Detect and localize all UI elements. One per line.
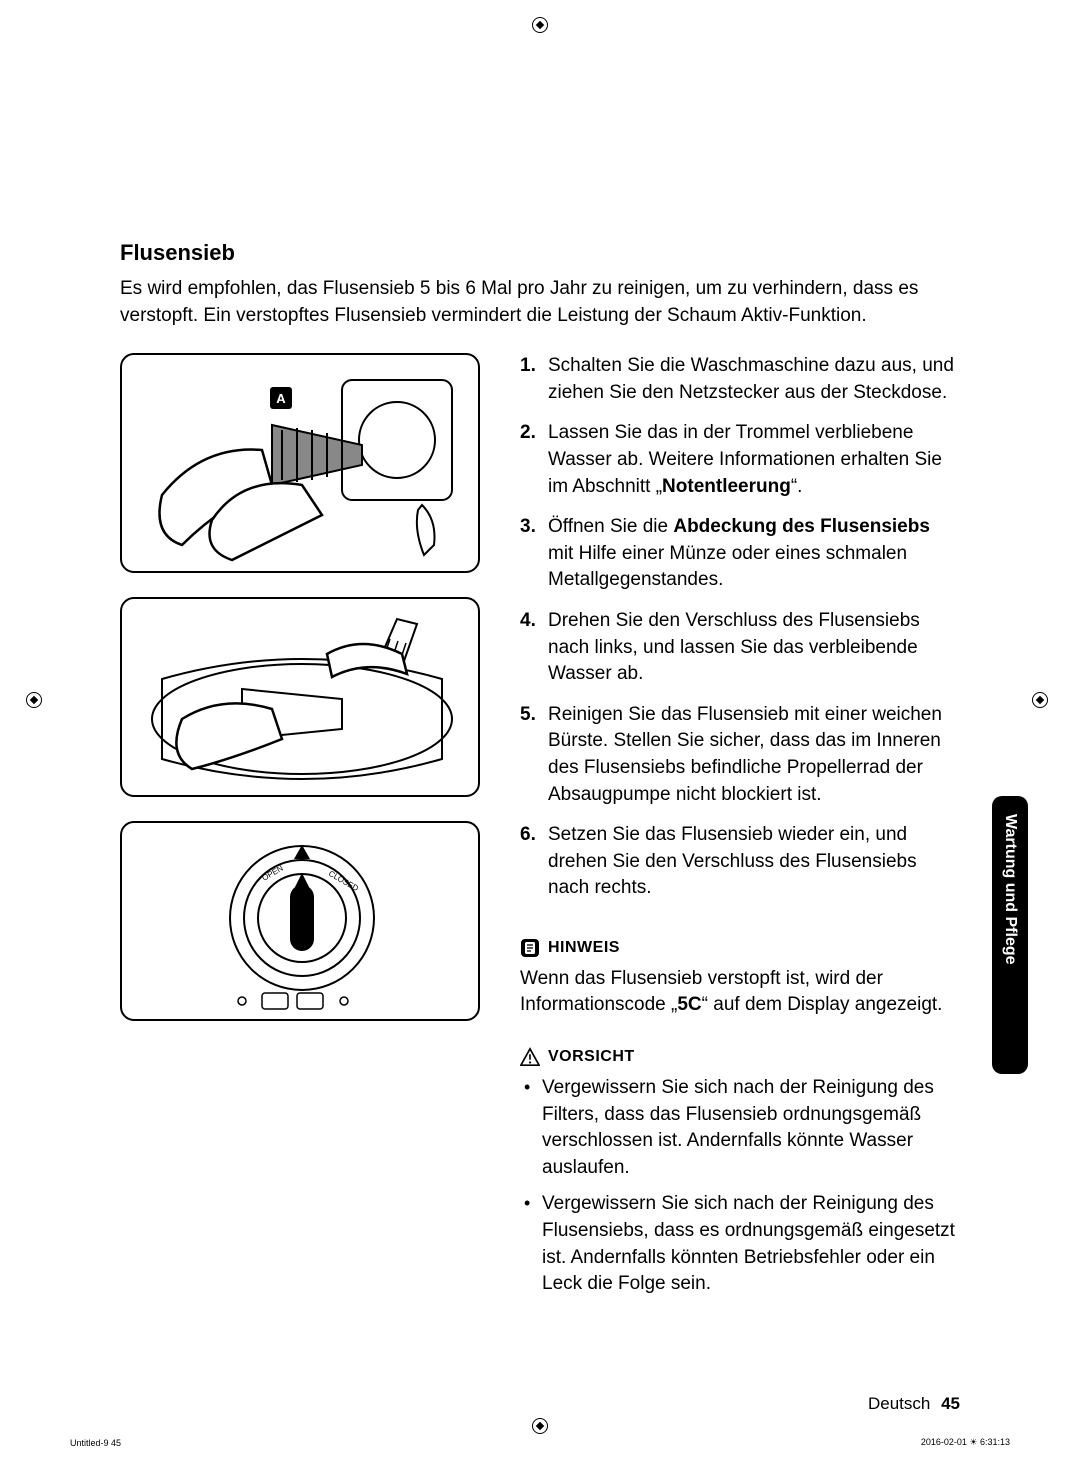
page-footer: Deutsch 45: [868, 1394, 960, 1414]
section-tab: Wartung und Pflege: [992, 796, 1028, 1074]
two-column-layout: A: [120, 353, 960, 1308]
figure-2-clean-filter: [120, 597, 480, 797]
note-label: HINWEIS: [548, 939, 620, 957]
step-text: “.: [791, 476, 803, 497]
note-body: Wenn das Flusensieb verstopft ist, wird …: [520, 966, 960, 1019]
step-text: Reinigen Sie das Flusensieb mit einer we…: [548, 704, 942, 805]
caution-heading: VORSICHT: [520, 1047, 960, 1067]
instructions-column: Schalten Sie die Waschmaschine dazu aus,…: [520, 353, 960, 1308]
page-content: Flusensieb Es wird empfohlen, das Flusen…: [120, 240, 960, 1366]
note-text-bold: 5C: [677, 994, 701, 1015]
print-registration-mark: [532, 17, 548, 33]
print-registration-mark: [26, 692, 42, 708]
instruction-steps: Schalten Sie die Waschmaschine dazu aus,…: [520, 353, 960, 902]
note-heading: HINWEIS: [520, 938, 960, 958]
step-text-bold: Notentleerung: [662, 476, 791, 497]
figure-3-lock-filter: OPEN CLOSED: [120, 821, 480, 1021]
step-item: Lassen Sie das in der Trommel verblieben…: [520, 420, 960, 500]
note-icon: [520, 938, 540, 958]
step-text: Öffnen Sie die: [548, 516, 673, 537]
note-text: “ auf dem Display angezeigt.: [702, 994, 943, 1015]
print-registration-mark: [1032, 692, 1048, 708]
print-registration-mark: [532, 1418, 548, 1434]
intro-paragraph: Es wird empfohlen, das Flusensieb 5 bis …: [120, 276, 960, 329]
figures-column: A: [120, 353, 480, 1308]
step-item: Drehen Sie den Verschluss des Flusensieb…: [520, 608, 960, 688]
footer-language: Deutsch: [868, 1394, 930, 1413]
section-heading: Flusensieb: [120, 240, 960, 266]
caution-item: Vergewissern Sie sich nach der Reinigung…: [520, 1075, 960, 1181]
print-job-id: Untitled-9 45: [70, 1438, 121, 1448]
footer-page-number: 45: [941, 1394, 960, 1413]
caution-list: Vergewissern Sie sich nach der Reinigung…: [520, 1075, 960, 1298]
step-text-bold: Abdeckung des Flusensiebs: [673, 516, 930, 537]
caution-item: Vergewissern Sie sich nach der Reinigung…: [520, 1191, 960, 1297]
step-item: Öffnen Sie die Abdeckung des Flusensiebs…: [520, 514, 960, 594]
warning-icon: [520, 1047, 540, 1067]
figure-1-remove-filter: A: [120, 353, 480, 573]
caution-label: VORSICHT: [548, 1048, 635, 1066]
step-text: Schalten Sie die Waschmaschine dazu aus,…: [548, 355, 954, 403]
figure-callout-a: A: [270, 387, 292, 409]
step-text: Setzen Sie das Flusensieb wieder ein, un…: [548, 824, 917, 898]
step-text: mit Hilfe einer Münze oder eines schmale…: [548, 543, 907, 591]
step-item: Setzen Sie das Flusensieb wieder ein, un…: [520, 822, 960, 902]
print-timestamp: 2016-02-01 ☀ 6:31:13: [921, 1437, 1010, 1448]
step-item: Reinigen Sie das Flusensieb mit einer we…: [520, 702, 960, 808]
step-item: Schalten Sie die Waschmaschine dazu aus,…: [520, 353, 960, 406]
step-text: Drehen Sie den Verschluss des Flusensieb…: [548, 610, 920, 684]
